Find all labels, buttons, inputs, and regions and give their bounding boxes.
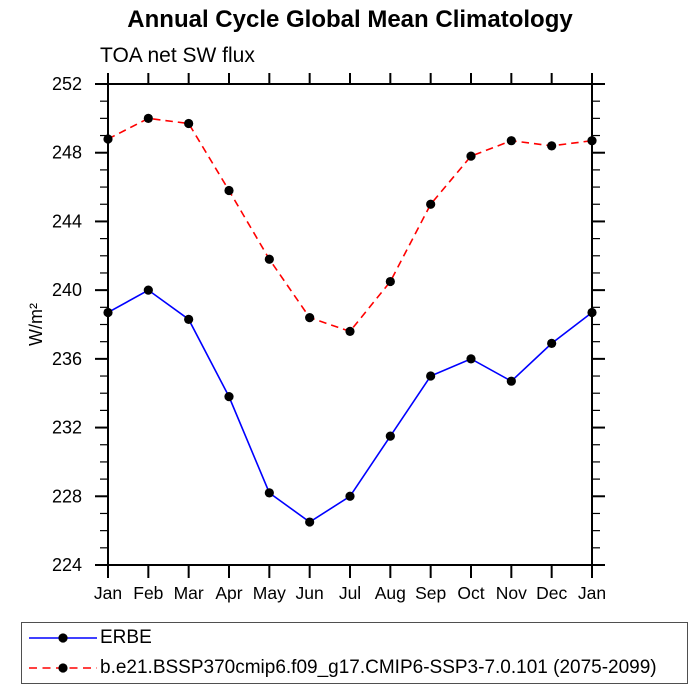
data-point-marker: [184, 314, 194, 324]
legend: ERBE b.e21.BSSP370cmip6.f09_g17.CMIP6-SS…: [21, 622, 688, 684]
x-tick-label: Dec: [536, 583, 567, 603]
data-point-marker: [345, 326, 355, 336]
data-point-marker: [143, 113, 153, 123]
data-point-marker: [224, 185, 234, 196]
x-tick-label: Aug: [375, 583, 406, 603]
data-point-marker: [426, 199, 436, 209]
data-point-marker: [547, 141, 557, 151]
x-tick-label: Jun: [296, 583, 324, 603]
y-tick-label: 248: [52, 143, 82, 163]
y-axis-label: W/m²: [26, 303, 46, 346]
data-point-marker: [184, 118, 194, 129]
chart-subtitle: TOA net SW flux: [100, 44, 255, 67]
y-tick-label: 224: [52, 555, 82, 575]
legend-item-model: b.e21.BSSP370cmip6.f09_g17.CMIP6-SSP3-7.…: [22, 653, 687, 683]
x-tick-label: Jul: [339, 583, 361, 603]
legend-item-erbe: ERBE: [22, 623, 687, 653]
chart-title: Annual Cycle Global Mean Climatology: [127, 6, 573, 33]
legend-sample-marker: [58, 633, 68, 643]
y-tick-label: 244: [52, 211, 82, 231]
series-line-model: [107, 117, 593, 333]
data-point-marker: [587, 136, 597, 146]
data-point-marker: [224, 392, 234, 402]
x-tick-label: Feb: [133, 583, 163, 603]
y-tick-label: 228: [52, 486, 82, 506]
data-point-marker: [305, 517, 315, 527]
series-line-erbe: [107, 289, 593, 524]
y-tick-label: 232: [52, 418, 82, 438]
data-point-marker: [426, 371, 436, 381]
x-tick-label: Sep: [415, 583, 446, 603]
data-point-marker: [587, 307, 597, 318]
x-tick-label: Apr: [215, 583, 242, 603]
x-tick-label: May: [253, 583, 286, 603]
legend-label-erbe: ERBE: [100, 627, 152, 648]
data-point-marker: [305, 313, 315, 323]
x-tick-label: Nov: [496, 583, 527, 603]
legend-dashed-line-icon: [29, 663, 97, 673]
data-point-marker: [547, 338, 557, 348]
legend-solid-line-icon: [29, 633, 97, 643]
data-point-marker: [143, 285, 153, 295]
x-tick-label: Jan: [578, 583, 606, 603]
x-tick-label: Oct: [457, 583, 484, 603]
data-point-marker: [385, 431, 395, 441]
data-point-marker: [466, 151, 476, 161]
x-tick-label: Mar: [174, 583, 204, 603]
data-point-marker: [103, 134, 113, 144]
plot-area: 224 228 232 236 240 244 248 252 Jan Feb Mar Apr May J…: [26, 73, 606, 603]
y-tick-label: 252: [52, 74, 82, 94]
y-tick-label: 240: [52, 280, 82, 300]
data-point-marker: [506, 376, 516, 386]
data-point-marker: [466, 354, 476, 364]
legend-sample-marker: [58, 663, 68, 673]
data-point-marker: [385, 276, 395, 287]
data-point-marker: [103, 307, 113, 318]
x-tick-label: Jan: [94, 583, 122, 603]
data-point-marker: [345, 491, 355, 501]
data-point-marker: [264, 254, 274, 264]
legend-label-model: b.e21.BSSP370cmip6.f09_g17.CMIP6-SSP3-7.…: [100, 657, 657, 678]
y-tick-label: 236: [52, 349, 82, 369]
data-point-marker: [506, 136, 516, 146]
data-point-marker: [264, 488, 274, 498]
